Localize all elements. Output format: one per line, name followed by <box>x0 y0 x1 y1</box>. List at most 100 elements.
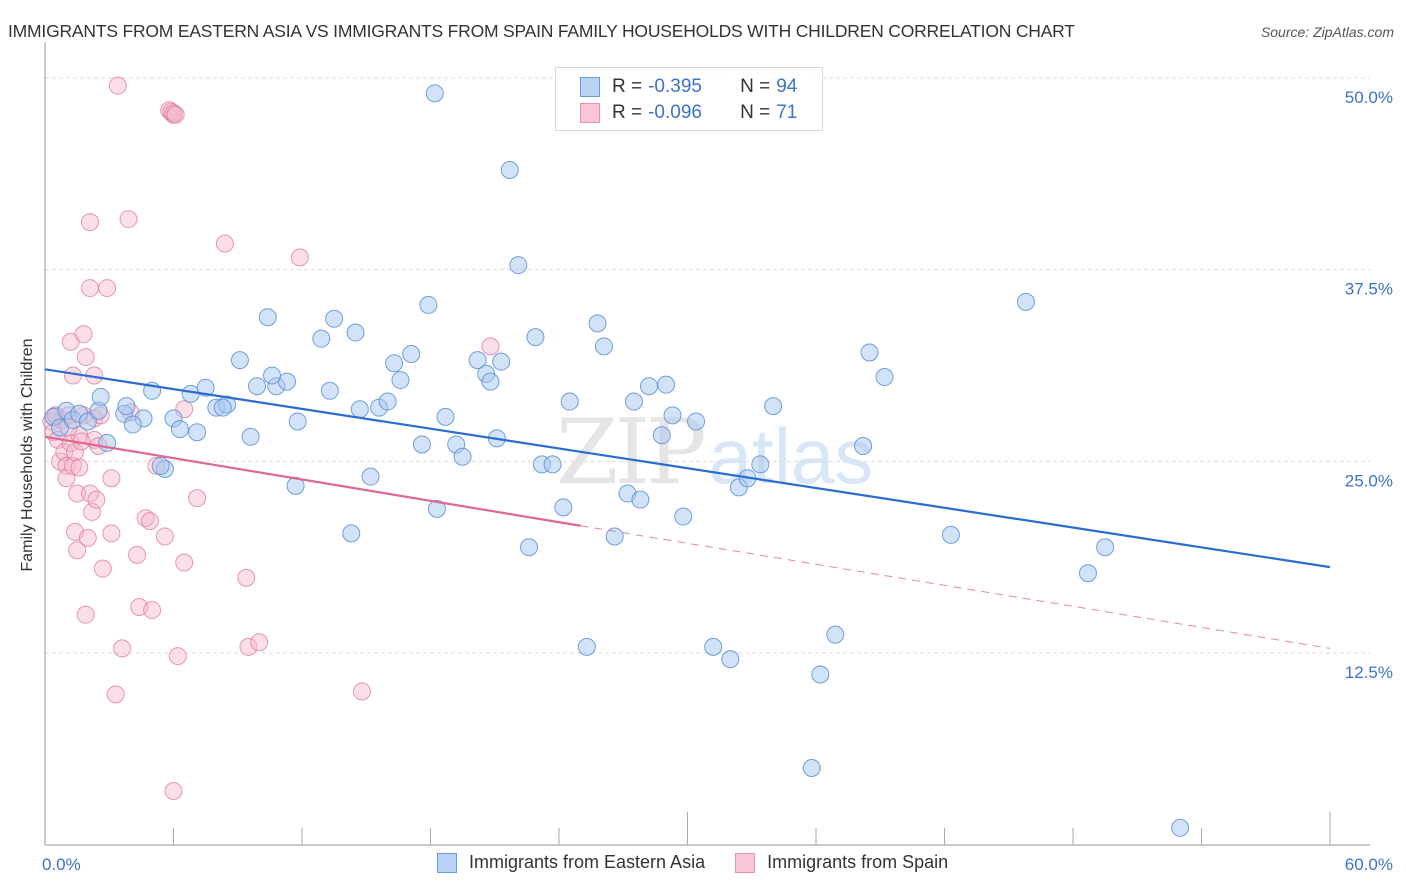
data-point-eastern-asia <box>941 525 960 544</box>
data-point-eastern-asia <box>721 650 740 669</box>
tick-labels: 12.5% 25.0% 37.5% 50.0% 0.0% 60.0% <box>42 88 1393 874</box>
y-tick-label: 12.5% <box>1345 663 1393 682</box>
data-point-eastern-asia <box>543 455 562 474</box>
legend-n-value: 94 <box>776 76 798 97</box>
y-tick-label: 50.0% <box>1345 88 1393 107</box>
data-point-eastern-asia <box>860 343 879 362</box>
data-point-eastern-asia <box>520 538 539 557</box>
data-point-eastern-asia <box>391 371 410 390</box>
data-point-eastern-asia <box>594 337 613 356</box>
y-tick-label: 25.0% <box>1345 471 1393 490</box>
data-point-eastern-asia <box>639 377 658 396</box>
data-point-eastern-asia <box>652 426 671 445</box>
data-point-eastern-asia <box>453 447 472 466</box>
legend-item-eastern-asia[interactable]: Immigrants from Eastern Asia <box>437 852 705 873</box>
data-point-eastern-asia <box>425 84 444 103</box>
data-point-spain <box>76 348 95 367</box>
x-tick-label: 0.0% <box>42 855 81 874</box>
legend-label: Immigrants from Eastern Asia <box>469 852 706 872</box>
data-point-eastern-asia <box>500 161 519 179</box>
data-point-eastern-asia <box>427 499 446 518</box>
data-point-spain <box>57 456 76 475</box>
data-point-eastern-asia <box>312 329 331 348</box>
data-point-eastern-asia <box>657 375 676 394</box>
legend-swatch-pink <box>735 852 756 873</box>
data-point-spain <box>155 527 174 546</box>
data-point-eastern-asia <box>631 490 650 509</box>
trend-line-spain <box>44 435 581 527</box>
data-point-spain <box>215 234 234 253</box>
data-point-spain <box>63 456 82 475</box>
data-point-spain <box>166 105 185 124</box>
data-point-spain <box>175 553 194 572</box>
data-point-eastern-asia <box>325 309 344 328</box>
data-point-eastern-asia <box>258 308 277 327</box>
data-point-spain <box>80 213 99 232</box>
data-point-spain <box>108 76 127 95</box>
data-point-eastern-asia <box>278 372 297 391</box>
source-credit: Source: ZipAtlas.com <box>1260 24 1394 40</box>
data-point-spain <box>250 633 269 652</box>
chart-title: IMMIGRANTS FROM EASTERN ASIA VS IMMIGRAN… <box>8 21 1075 41</box>
data-point-eastern-asia <box>117 397 136 416</box>
axes <box>44 42 1370 846</box>
data-point-eastern-asia <box>764 397 783 416</box>
trend-line-eastern-asia <box>44 368 1331 569</box>
data-point-eastern-asia <box>624 392 643 411</box>
data-point-spain <box>481 337 500 356</box>
data-point-eastern-asia <box>560 392 579 411</box>
data-point-eastern-asia <box>91 387 110 406</box>
data-point-spain <box>68 541 87 560</box>
gridlines <box>45 77 1370 654</box>
legend-swatch-blue <box>437 852 457 873</box>
data-point-eastern-asia <box>875 368 894 386</box>
legend-n-value: 71 <box>776 102 798 123</box>
data-point-spain <box>55 443 74 462</box>
legend-r-label: R = <box>612 76 643 97</box>
data-point-eastern-asia <box>802 759 821 777</box>
data-point-eastern-asia <box>151 456 170 475</box>
data-point-eastern-asia <box>402 345 421 363</box>
data-point-eastern-asia <box>687 412 706 431</box>
data-point-eastern-asia <box>170 420 189 439</box>
data-point-spain <box>128 545 147 564</box>
data-point-eastern-asia <box>213 398 232 417</box>
data-point-eastern-asia <box>588 314 607 333</box>
data-point-eastern-asia <box>78 412 97 431</box>
legend-item-spain[interactable]: Immigrants from Spain <box>735 852 948 873</box>
data-point-eastern-asia <box>419 295 438 314</box>
x-tick-label: 60.0% <box>1345 855 1393 874</box>
data-point-eastern-asia <box>385 354 404 373</box>
legend-r-label: R = <box>612 102 643 123</box>
data-point-spain <box>76 605 95 624</box>
series-legend: Immigrants from Eastern Asia Immigrants … <box>437 852 978 873</box>
data-point-spain <box>98 279 117 298</box>
data-point-spain <box>237 568 256 587</box>
legend-r-value: -0.395 <box>648 76 702 97</box>
data-point-spain <box>80 279 99 298</box>
y-tick-label: 37.5% <box>1345 280 1393 299</box>
data-point-eastern-asia <box>663 406 682 425</box>
trend-lines <box>44 368 1331 649</box>
data-point-spain <box>143 601 162 620</box>
legend-r-value: -0.096 <box>648 102 702 123</box>
data-point-eastern-asia <box>378 392 397 411</box>
data-point-spain <box>239 637 258 656</box>
data-point-eastern-asia <box>704 637 723 656</box>
data-point-spain <box>188 489 207 508</box>
data-point-eastern-asia <box>346 323 365 342</box>
data-point-eastern-asia <box>181 384 200 403</box>
data-point-spain <box>164 782 183 800</box>
data-point-spain <box>70 458 89 477</box>
data-point-eastern-asia <box>436 407 455 426</box>
data-point-eastern-asia <box>342 524 361 543</box>
data-point-eastern-asia <box>248 377 267 396</box>
trend-line-spain-extension <box>580 525 1331 649</box>
data-point-eastern-asia <box>826 625 845 644</box>
data-point-eastern-asia <box>481 372 500 391</box>
data-point-spain <box>106 685 125 704</box>
data-point-spain <box>290 248 309 267</box>
data-point-eastern-asia <box>577 637 596 656</box>
data-point-eastern-asia <box>468 351 487 370</box>
data-point-spain <box>102 524 121 543</box>
